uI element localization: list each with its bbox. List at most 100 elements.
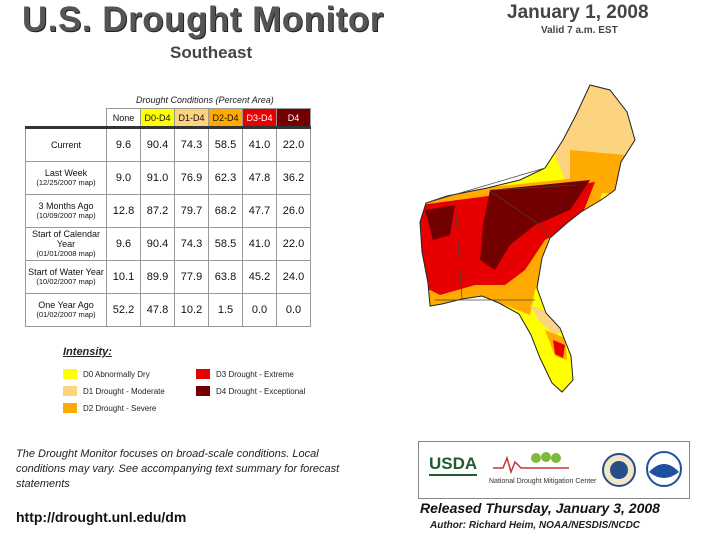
region-outline <box>419 84 636 393</box>
cell-value: 9.6 <box>106 227 141 261</box>
legend-title: Intensity: <box>63 346 112 358</box>
cell-value: 47.7 <box>242 194 277 228</box>
cell-value: 41.0 <box>242 126 277 162</box>
table-row: Start of Calendar Year (01/01/2008 map) 9… <box>25 227 311 261</box>
table-caption: Drought Conditions (Percent Area) <box>136 95 274 105</box>
cell-value: 58.5 <box>208 227 243 261</box>
nc-sc-border <box>494 184 576 191</box>
row-title: Last Week <box>44 168 88 178</box>
table-row: Current 9.6 90.4 74.3 58.5 41.0 22.0 <box>25 126 311 162</box>
table-row: 3 Months Ago (10/09/2007 map) 12.8 87.2 7… <box>25 194 311 228</box>
col-header-d4: D4 <box>276 108 311 128</box>
valid-time: Valid 7 a.m. EST <box>541 25 618 36</box>
row-label: Start of Calendar Year (01/01/2008 map) <box>25 227 107 261</box>
row-label: 3 Months Ago (10/09/2007 map) <box>25 194 107 228</box>
drought-conditions-table: None D0-D4 D1-D4 D2-D4 D3-D4 D4 Current … <box>25 108 311 327</box>
cell-value: 22.0 <box>276 227 311 261</box>
cell-value: 79.7 <box>174 194 209 228</box>
row-map-date: (12/25/2007 map) <box>36 178 96 187</box>
state-borders <box>425 167 576 301</box>
release-date: Released Thursday, January 3, 2008 <box>420 500 660 516</box>
legend-swatch-d4 <box>196 386 210 396</box>
cell-value: 47.8 <box>242 161 277 195</box>
cell-value: 9.0 <box>106 161 141 195</box>
table-row: One Year Ago (01/02/2007 map) 52.2 47.8 1… <box>25 293 311 327</box>
map-fill-d1-florida <box>530 305 565 335</box>
legend-swatch-d3 <box>196 369 210 379</box>
table-row: Last Week (12/25/2007 map) 9.0 91.0 76.9 … <box>25 161 311 195</box>
ndmc-logo-text: National Drought Mitigation Center <box>489 478 597 485</box>
row-map-date: (10/02/2007 map) <box>36 277 96 286</box>
legend-label-d3: D3 Drought - Extreme <box>216 370 294 379</box>
col-header-d3-d4: D3-D4 <box>242 108 277 128</box>
cell-value: 24.0 <box>276 260 311 294</box>
col-header-d0-d4: D0-D4 <box>140 108 175 128</box>
disclaimer-note: The Drought Monitor focuses on broad-sca… <box>16 448 340 490</box>
row-map-date: (01/02/2007 map) <box>36 310 96 319</box>
usda-logo: USDA <box>429 454 478 476</box>
legend-label-d2: D2 Drought - Severe <box>83 404 157 413</box>
legend-label-d4: D4 Drought - Exceptional <box>216 387 306 396</box>
sponsor-logos: USDA National Drought Mitigation Center <box>418 441 690 499</box>
region-subtitle: Southeast <box>170 43 253 62</box>
cell-value: 87.2 <box>140 194 175 228</box>
cell-value: 52.2 <box>106 293 141 327</box>
row-title: 3 Months Ago <box>38 201 94 211</box>
row-label: One Year Ago (01/02/2007 map) <box>25 293 107 327</box>
cell-value: 45.2 <box>242 260 277 294</box>
cell-value: 12.8 <box>106 194 141 228</box>
row-label: Last Week (12/25/2007 map) <box>25 161 107 195</box>
cell-value: 74.3 <box>174 227 209 261</box>
cell-value: 90.4 <box>140 227 175 261</box>
cell-value: 76.9 <box>174 161 209 195</box>
legend-swatch-d2 <box>63 403 77 413</box>
table-row: Start of Water Year (10/02/2007 map) 10.1… <box>25 260 311 294</box>
cell-value: 47.8 <box>140 293 175 327</box>
cell-value: 62.3 <box>208 161 243 195</box>
cell-value: 10.1 <box>106 260 141 294</box>
row-label: Current <box>25 126 107 162</box>
ndmc-plant-icon <box>493 452 569 474</box>
va-nc-border <box>425 167 546 204</box>
row-map-date: (01/01/2008 map) <box>36 249 96 258</box>
legend-label-d0: D0 Abnormally Dry <box>83 370 150 379</box>
cell-value: 10.2 <box>174 293 209 327</box>
cell-value: 0.0 <box>276 293 311 327</box>
cell-value: 74.3 <box>174 126 209 162</box>
cell-value: 89.9 <box>140 260 175 294</box>
col-header-d2-d4: D2-D4 <box>208 108 243 128</box>
row-title: Current <box>50 140 81 150</box>
cell-value: 1.5 <box>208 293 243 327</box>
legend-swatch-d1 <box>63 386 77 396</box>
row-title: Start of Water Year <box>28 267 104 277</box>
website-link[interactable]: http://drought.unl.edu/dm <box>16 509 187 525</box>
cell-value: 9.6 <box>106 126 141 162</box>
page-title: U.S. Drought Monitor <box>22 0 384 39</box>
al-ga-border <box>454 199 463 300</box>
southeast-drought-map <box>419 84 636 393</box>
cell-value: 36.2 <box>276 161 311 195</box>
legend-label-d1: D1 Drought - Moderate <box>83 387 165 396</box>
author-credit: Author: Richard Heim, NOAA/NESDIS/NCDC <box>430 520 641 531</box>
noaa-logo-icon <box>646 451 682 487</box>
map-fill-d3-florida <box>553 340 565 358</box>
cell-value: 0.0 <box>242 293 277 327</box>
ga-sc-border <box>489 190 551 239</box>
row-title: Start of Calendar Year <box>31 229 101 249</box>
cell-value: 26.0 <box>276 194 311 228</box>
table-corner <box>26 109 107 128</box>
cell-value: 63.8 <box>208 260 243 294</box>
cell-value: 68.2 <box>208 194 243 228</box>
table-header-row: None D0-D4 D1-D4 D2-D4 D3-D4 D4 <box>26 108 311 128</box>
map-date: January 1, 2008 <box>507 2 649 23</box>
doc-seal-icon <box>602 453 636 487</box>
cell-value: 58.5 <box>208 126 243 162</box>
row-title: One Year Ago <box>38 300 94 310</box>
map-fill-d4-west <box>425 205 455 240</box>
cell-value: 22.0 <box>276 126 311 162</box>
cell-value: 41.0 <box>242 227 277 261</box>
cell-value: 91.0 <box>140 161 175 195</box>
col-header-d1-d4: D1-D4 <box>174 108 209 128</box>
row-label: Start of Water Year (10/02/2007 map) <box>25 260 107 294</box>
cell-value: 90.4 <box>140 126 175 162</box>
